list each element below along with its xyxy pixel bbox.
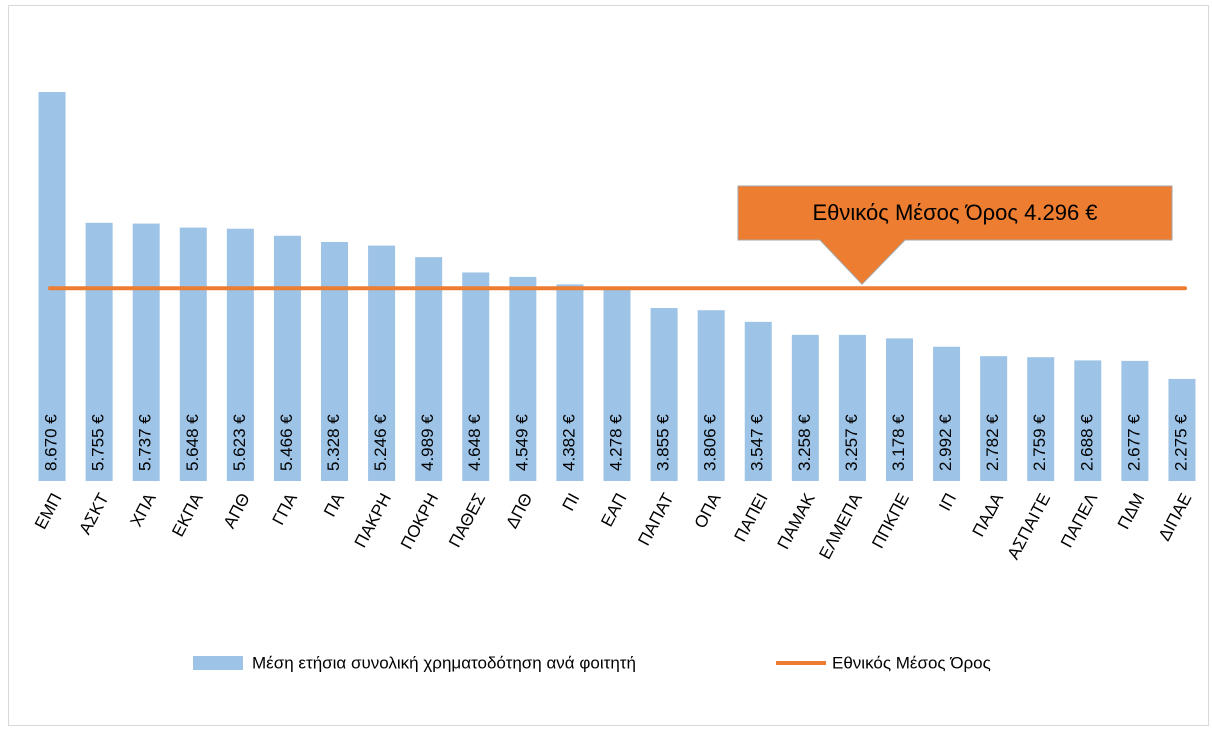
x-tick-label: ΠΑ [320,489,348,519]
data-label: 4.278 € [606,414,625,471]
x-tick-label: ΧΠΑ [126,489,159,529]
x-tick-label: ΔΙΠΑΕ [1155,490,1196,544]
bar [85,222,113,482]
data-label: 5.328 € [324,414,343,471]
x-tick-label: ΠΑΚΡΗ [351,490,395,551]
bar [273,235,301,481]
data-label: 5.246 € [371,414,390,471]
x-tick-label: ΠΟΚΡΗ [397,490,442,552]
data-label: 4.382 € [559,414,578,471]
bar [226,228,254,481]
x-tick-label: ΕΛΜΕΠΑ [815,489,866,562]
x-tick-label: ΕΚΠΑ [168,489,207,539]
data-label: 2.992 € [936,414,955,471]
bar [415,257,443,481]
x-tick-label: ΠΑΜΑΚ [774,489,819,552]
data-label: 3.257 € [842,414,861,471]
bar [697,310,725,481]
x-tick-label: ΙΠ [935,490,960,514]
bar [179,227,207,481]
legend-label: Εθνικός Μέσος Όρος [832,653,991,672]
data-label: 5.648 € [183,414,202,471]
callout-name: Εθνικός Μέσος Όρος [812,200,1018,225]
x-tick-label: ΠΑΘΕΣ [445,490,489,550]
x-tick-label: ΠΑΠΑΤ [634,490,677,549]
legend-label: Μέση ετήσια συνολική χρηματοδότηση ανά φ… [252,653,636,672]
data-label: 5.466 € [277,414,296,471]
bar [838,334,866,481]
bar [791,334,819,481]
data-label: 3.178 € [889,414,908,471]
x-tick-label: ΔΠΘ [502,490,536,531]
legend-swatch [193,656,243,670]
data-label: 2.688 € [1077,414,1096,471]
bar [132,223,160,482]
data-label: 3.806 € [701,414,720,471]
x-tick-label: ΕΜΠ [31,490,66,532]
data-label: 2.275 € [1171,414,1190,471]
data-label: 4.989 € [418,414,437,471]
x-tick-label: ΠΠΚΠΕ [868,490,913,551]
x-tick-label: ΠΑΠΕΙ [731,490,772,545]
bar [556,284,584,481]
bar [650,308,678,481]
bar [321,241,349,481]
x-tick-label: ΠΔΜ [1114,490,1149,532]
data-label: 2.759 € [1030,414,1049,471]
x-tick-label: ΠΑΠΕΛ [1057,490,1102,551]
x-tick-label: ΓΠΑ [269,489,302,528]
callout-text: Εθνικός Μέσος Όρος 4.296 € [812,200,1097,225]
data-label: 3.855 € [654,414,673,471]
bar [462,272,490,481]
data-label: 8.670 € [42,414,61,471]
callout-box [737,185,1173,285]
x-tick-label: ΑΠΘ [220,490,254,531]
data-label: 2.677 € [1124,414,1143,471]
x-tick-label: ΕΑΠ [597,490,630,530]
data-label: 5.623 € [230,414,249,471]
x-tick-label: ΠΑΔΑ [969,489,1008,539]
data-label: 3.547 € [748,414,767,471]
data-label: 4.549 € [512,414,531,471]
bar [1074,360,1102,481]
callout-value: 4.296 € [1024,200,1097,225]
data-label: 5.755 € [89,414,108,471]
bar [885,338,913,481]
bar [744,321,772,481]
x-tick-label: ΠΙ [559,490,584,514]
chart-border [8,5,1209,726]
bar [1027,357,1055,481]
data-label: 4.648 € [465,414,484,471]
data-label: 3.258 € [795,414,814,471]
data-label: 2.782 € [983,414,1002,471]
bar [980,356,1008,481]
bar [509,276,537,481]
x-tick-label: ΟΠΑ [691,489,725,531]
bar [1168,378,1196,481]
bar [603,289,631,481]
data-label: 5.737 € [136,414,155,471]
bar [1121,360,1149,481]
x-tick-label: ΑΣΠΑΙΤΕ [1004,490,1055,562]
bar [933,346,961,481]
bar [368,245,396,481]
x-tick-label: ΑΣΚΤ [75,490,112,537]
